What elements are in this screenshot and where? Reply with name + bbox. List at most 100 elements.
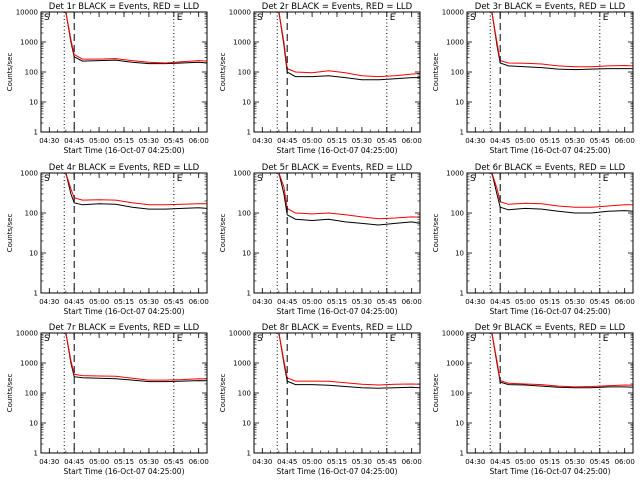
y-tick-label: 10 [29,420,38,428]
x-tick-label: 05:30 [565,458,585,466]
x-tick-label: 04:45 [64,137,84,145]
chart-title: Det 4r BLACK = Events, RED = LLD [49,163,200,173]
series-line-events [491,12,633,71]
series-line-events [65,173,207,210]
x-tick-label: 04:45 [277,458,297,466]
x-tick-label: 05:00 [89,298,109,306]
chart-title: Det 1r BLACK = Events, RED = LLD [49,2,200,12]
x-tick-label: 06:00 [402,458,422,466]
chart-title: Det 9r BLACK = Events, RED = LLD [475,323,626,333]
y-tick-label: 10000 [16,9,38,17]
x-axis-label: Start Time (16-Oct-07 04:25:00) [489,307,610,316]
x-axis-label: Start Time (16-Oct-07 04:25:00) [63,467,184,476]
plot-area [491,333,633,389]
marker-label-s: S [257,334,263,344]
series-line-lld [278,333,420,386]
y-tick-label: 1 [247,290,251,298]
plot-area [278,173,420,226]
y-tick-label: 10 [29,99,38,107]
y-tick-label: 1000 [446,170,464,178]
marker-label-e: E [177,13,183,23]
chart-title: Det 6r BLACK = Events, RED = LLD [475,163,626,173]
x-tick-label: 05:30 [139,458,159,466]
marker-label-s: S [44,174,50,184]
x-tick-label: 04:30 [252,137,272,145]
x-tick-label: 05:45 [377,298,397,306]
series-line-lld [65,173,207,206]
y-tick-label: 10 [455,420,464,428]
x-tick-label: 05:45 [164,458,184,466]
x-tick-label: 06:00 [402,137,422,145]
x-tick-label: 05:15 [114,137,134,145]
x-tick-label: 04:45 [277,137,297,145]
x-tick-label: 04:30 [465,458,485,466]
x-tick-label: 05:15 [540,298,560,306]
x-tick-label: 06:00 [189,458,209,466]
marker-label-s: S [470,13,476,23]
chart-title: Det 8r BLACK = Events, RED = LLD [262,323,413,333]
plot-frame [40,172,208,294]
x-tick-label: 05:15 [327,137,347,145]
x-tick-label: 06:00 [615,298,635,306]
x-tick-label: 05:30 [139,137,159,145]
series-line-lld [491,333,633,388]
y-tick-label: 1000 [446,360,464,368]
x-axis-label: Start Time (16-Oct-07 04:25:00) [276,307,397,316]
y-tick-label: 10000 [442,9,464,17]
plot-frame [253,172,421,294]
y-tick-label: 10 [29,250,38,258]
marker-label-e: E [177,174,183,184]
y-tick-label: 10 [455,250,464,258]
series-line-events [491,333,633,389]
x-tick-label: 05:45 [590,458,610,466]
chart-panel: Det 4r BLACK = Events, RED = LLD Counts/s… [6,163,209,316]
x-tick-label: 05:00 [302,458,322,466]
x-tick-label: 05:30 [352,458,372,466]
y-tick-label: 100 [25,210,38,218]
plot-area [65,333,207,383]
marker-label-e: E [177,334,183,344]
y-tick-label: 10 [455,99,464,107]
y-tick-label: 100 [25,390,38,398]
y-tick-label: 100 [238,390,251,398]
y-tick-label: 1 [34,450,38,458]
y-axis-label: Counts/sec [219,53,227,92]
chart-title: Det 7r BLACK = Events, RED = LLD [49,323,200,333]
y-tick-label: 1 [460,129,464,137]
y-tick-label: 10 [242,420,251,428]
x-tick-label: 05:45 [164,137,184,145]
y-tick-label: 1 [460,450,464,458]
y-axis-label: Counts/sec [219,374,227,413]
x-axis-label: Start Time (16-Oct-07 04:25:00) [276,146,397,155]
plot-area [491,12,633,71]
y-tick-label: 100 [451,69,464,77]
x-tick-label: 04:45 [490,137,510,145]
y-tick-label: 10 [242,250,251,258]
chart-panel: Det 9r BLACK = Events, RED = LLD Counts/s… [432,323,635,476]
y-tick-label: 100 [451,210,464,218]
plot-area [491,173,633,214]
series-line-lld [491,173,633,208]
marker-label-e: E [390,334,396,344]
marker-label-e: E [390,13,396,23]
marker-label-e: E [603,174,609,184]
chart-panel: Det 3r BLACK = Events, RED = LLD Counts/s… [432,2,635,155]
y-axis-label: Counts/sec [6,53,14,92]
plot-area [65,173,207,210]
x-axis-label: Start Time (16-Oct-07 04:25:00) [63,307,184,316]
series-line-lld [491,12,633,68]
series-line-events [278,173,420,226]
chart-panel: Det 5r BLACK = Events, RED = LLD Counts/s… [219,163,422,316]
marker-label-e: E [603,334,609,344]
x-tick-label: 05:15 [327,298,347,306]
y-tick-label: 1 [247,129,251,137]
x-tick-label: 05:30 [352,298,372,306]
y-axis-label: Counts/sec [6,214,14,253]
x-tick-label: 06:00 [189,298,209,306]
x-tick-label: 04:30 [252,458,272,466]
y-tick-label: 1000 [20,39,38,47]
x-axis-label: Start Time (16-Oct-07 04:25:00) [489,467,610,476]
x-axis-label: Start Time (16-Oct-07 04:25:00) [489,146,610,155]
x-tick-label: 04:30 [39,137,59,145]
chart-panel: Det 6r BLACK = Events, RED = LLD Counts/s… [432,163,635,316]
